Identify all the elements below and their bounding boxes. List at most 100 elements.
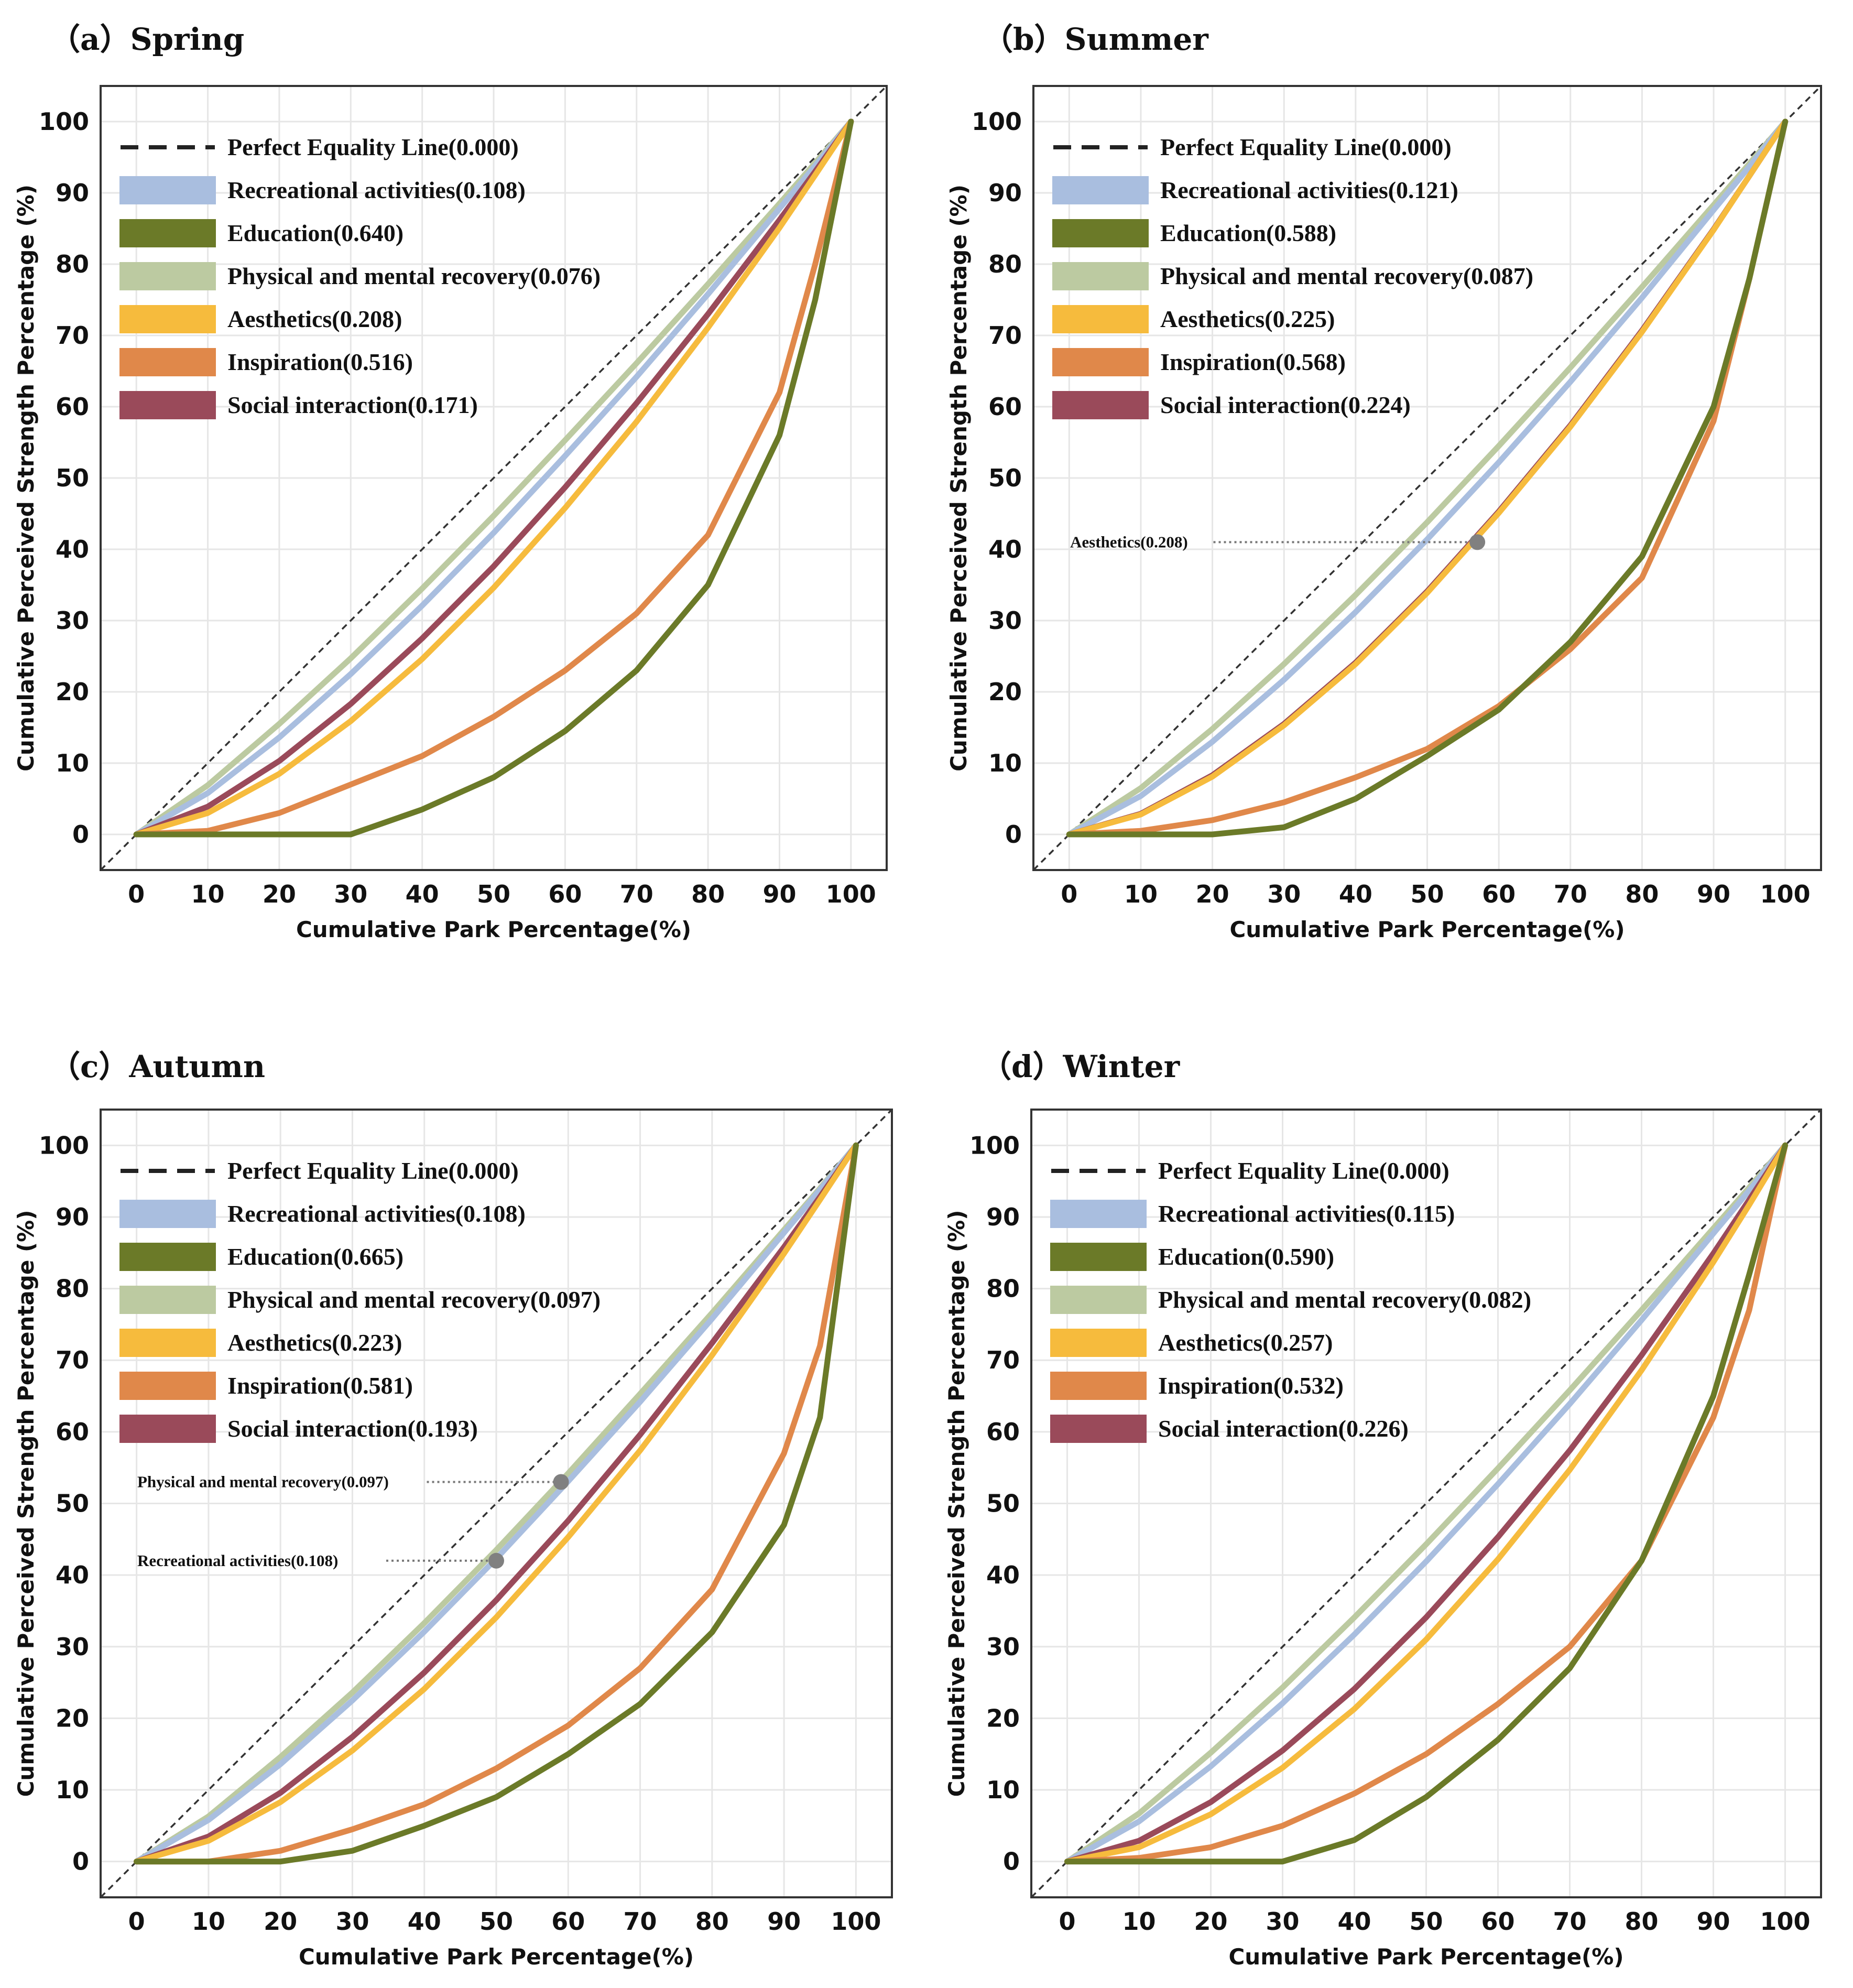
- legend-label-equality: Perfect Equality Line(0.000): [227, 1157, 519, 1184]
- legend-label-education: Education(0.588): [1160, 220, 1336, 246]
- legend-label-social: Social interaction(0.171): [227, 392, 478, 418]
- y-tick-label: 0: [72, 820, 89, 849]
- x-tick-label: 30: [1266, 1907, 1299, 1936]
- legend-label-equality: Perfect Equality Line(0.000): [227, 134, 519, 160]
- x-tick-label: 60: [1481, 1907, 1514, 1936]
- x-tick-label: 0: [1061, 880, 1077, 908]
- legend-label-education: Education(0.590): [1158, 1243, 1334, 1270]
- x-tick-label: 100: [831, 1907, 881, 1936]
- legend-label-inspiration: Inspiration(0.568): [1160, 349, 1346, 375]
- x-tick-label: 20: [263, 880, 296, 908]
- legend-swatch-education: [119, 1243, 216, 1271]
- x-tick-label: 30: [1267, 880, 1301, 908]
- y-tick-label: 50: [56, 1490, 89, 1518]
- chart-panel-3: （d）Winter 0 10 20 30 40 50 60 70 80 90 100 0 10 20 30 40…: [944, 1049, 1822, 1970]
- series-line-physical: [133, 118, 854, 838]
- x-tick-label: 70: [1554, 880, 1587, 908]
- series-line-equality: [101, 86, 887, 870]
- y-tick-label: 70: [56, 1346, 89, 1374]
- x-tick-label: 10: [1122, 1907, 1156, 1936]
- x-tick-label: 60: [1482, 880, 1516, 908]
- chart-panel-1: （b）Summer 0 10 20 30 40 50 60 70 80 90 100 0 10 20 30 40…: [946, 21, 1822, 942]
- y-tick-label: 50: [986, 1490, 1020, 1518]
- x-axis-label: Cumulative Park Percentage(%): [296, 917, 691, 942]
- x-tick-label: 100: [1760, 880, 1811, 908]
- y-tick-label: 20: [56, 678, 89, 706]
- legend-label-aesthetics: Aesthetics(0.208): [227, 306, 402, 332]
- legend-swatch-aesthetics: [119, 1329, 216, 1357]
- plot-area: [1033, 86, 1821, 870]
- plot-frame: [1032, 85, 1822, 871]
- x-tick-label: 90: [767, 1907, 801, 1936]
- legend-swatch-social: [1052, 391, 1149, 419]
- series-line-physical: [1066, 118, 1789, 838]
- y-tick-label: 30: [986, 1633, 1020, 1661]
- legend-label-aesthetics: Aesthetics(0.223): [227, 1329, 402, 1356]
- x-tick-label: 90: [1696, 1907, 1730, 1936]
- series-line-inspiration: [1066, 118, 1789, 838]
- legend-swatch-education: [1052, 219, 1149, 247]
- y-tick-label: 40: [988, 535, 1022, 563]
- legend-label-aesthetics: Aesthetics(0.225): [1160, 306, 1335, 332]
- y-axis-label: Cumulative Perceived Strength Percentage…: [13, 1210, 39, 1797]
- y-tick-label: 20: [56, 1704, 89, 1732]
- x-tick-label: 50: [1409, 1907, 1443, 1936]
- series-line-equality: [101, 1110, 892, 1897]
- legend-swatch-social: [1050, 1415, 1147, 1443]
- y-tick-label: 30: [56, 606, 89, 635]
- legend-label-recreational: Recreational activities(0.108): [227, 1200, 526, 1227]
- y-tick-label: 30: [988, 606, 1022, 635]
- legend-swatch-physical: [119, 262, 216, 290]
- y-tick-label: 0: [1003, 1848, 1020, 1876]
- legend-label-physical: Physical and mental recovery(0.076): [227, 263, 601, 289]
- x-tick-label: 50: [1410, 880, 1444, 908]
- x-tick-label: 70: [1553, 1907, 1586, 1936]
- legend-swatch-recreational: [1052, 176, 1149, 204]
- legend-swatch-recreational: [1050, 1200, 1147, 1228]
- legend-swatch-aesthetics: [1052, 305, 1149, 333]
- legend-swatch-recreational: [119, 1200, 216, 1228]
- series-line-equality: [1031, 1110, 1821, 1897]
- legend-swatch-aesthetics: [1050, 1329, 1147, 1357]
- y-tick-label: 0: [1005, 820, 1022, 849]
- legend-swatch-inspiration: [119, 1372, 216, 1400]
- series-line-recreational: [1064, 1142, 1788, 1865]
- legend: Perfect Equality Line(0.000) Recreational…: [119, 1157, 601, 1443]
- y-axis-label: Cumulative Perceived Strength Percentage…: [946, 184, 972, 772]
- series-line-education: [134, 1142, 859, 1865]
- legend-label-social: Social interaction(0.226): [1158, 1415, 1409, 1442]
- y-tick-label: 80: [988, 250, 1022, 278]
- legend-label-equality: Perfect Equality Line(0.000): [1160, 134, 1452, 160]
- y-tick-label: 60: [56, 1418, 89, 1446]
- series-line-aesthetics: [133, 118, 854, 838]
- x-tick-label: 0: [128, 1907, 145, 1936]
- y-axis-label: Cumulative Perceived Strength Percentage…: [944, 1210, 969, 1797]
- legend-swatch-inspiration: [1050, 1372, 1147, 1400]
- x-tick-label: 90: [1697, 880, 1730, 908]
- legend-label-social: Social interaction(0.224): [1160, 392, 1411, 418]
- legend-swatch-aesthetics: [119, 305, 216, 333]
- y-tick-label: 90: [986, 1203, 1020, 1231]
- legend-swatch-recreational: [119, 176, 216, 204]
- y-tick-label: 60: [986, 1418, 1020, 1446]
- legend-swatch-physical: [1050, 1286, 1147, 1314]
- x-tick-label: 10: [191, 880, 225, 908]
- series-line-education: [133, 118, 854, 838]
- legend-label-inspiration: Inspiration(0.581): [227, 1372, 413, 1399]
- chart-panel-2: （c）Autumn 0 10 20 30 40 50 60 70 80 90 100 0 10 20 30 40…: [13, 1049, 893, 1970]
- y-tick-label: 40: [986, 1561, 1020, 1589]
- annotation-label: Recreational activities(0.108): [137, 1551, 338, 1570]
- legend-label-inspiration: Inspiration(0.532): [1158, 1372, 1344, 1399]
- x-tick-label: 10: [192, 1907, 225, 1936]
- annotation-marker: [488, 1552, 504, 1569]
- x-tick-label: 70: [620, 880, 653, 908]
- x-tick-label: 70: [624, 1907, 657, 1936]
- legend-swatch-inspiration: [1052, 348, 1149, 376]
- plot-area: [1031, 1110, 1821, 1897]
- y-tick-label: 10: [988, 749, 1022, 777]
- y-tick-label: 80: [986, 1275, 1020, 1303]
- y-tick-label: 50: [56, 464, 89, 492]
- y-tick-label: 100: [969, 1131, 1020, 1159]
- x-tick-label: 90: [762, 880, 796, 908]
